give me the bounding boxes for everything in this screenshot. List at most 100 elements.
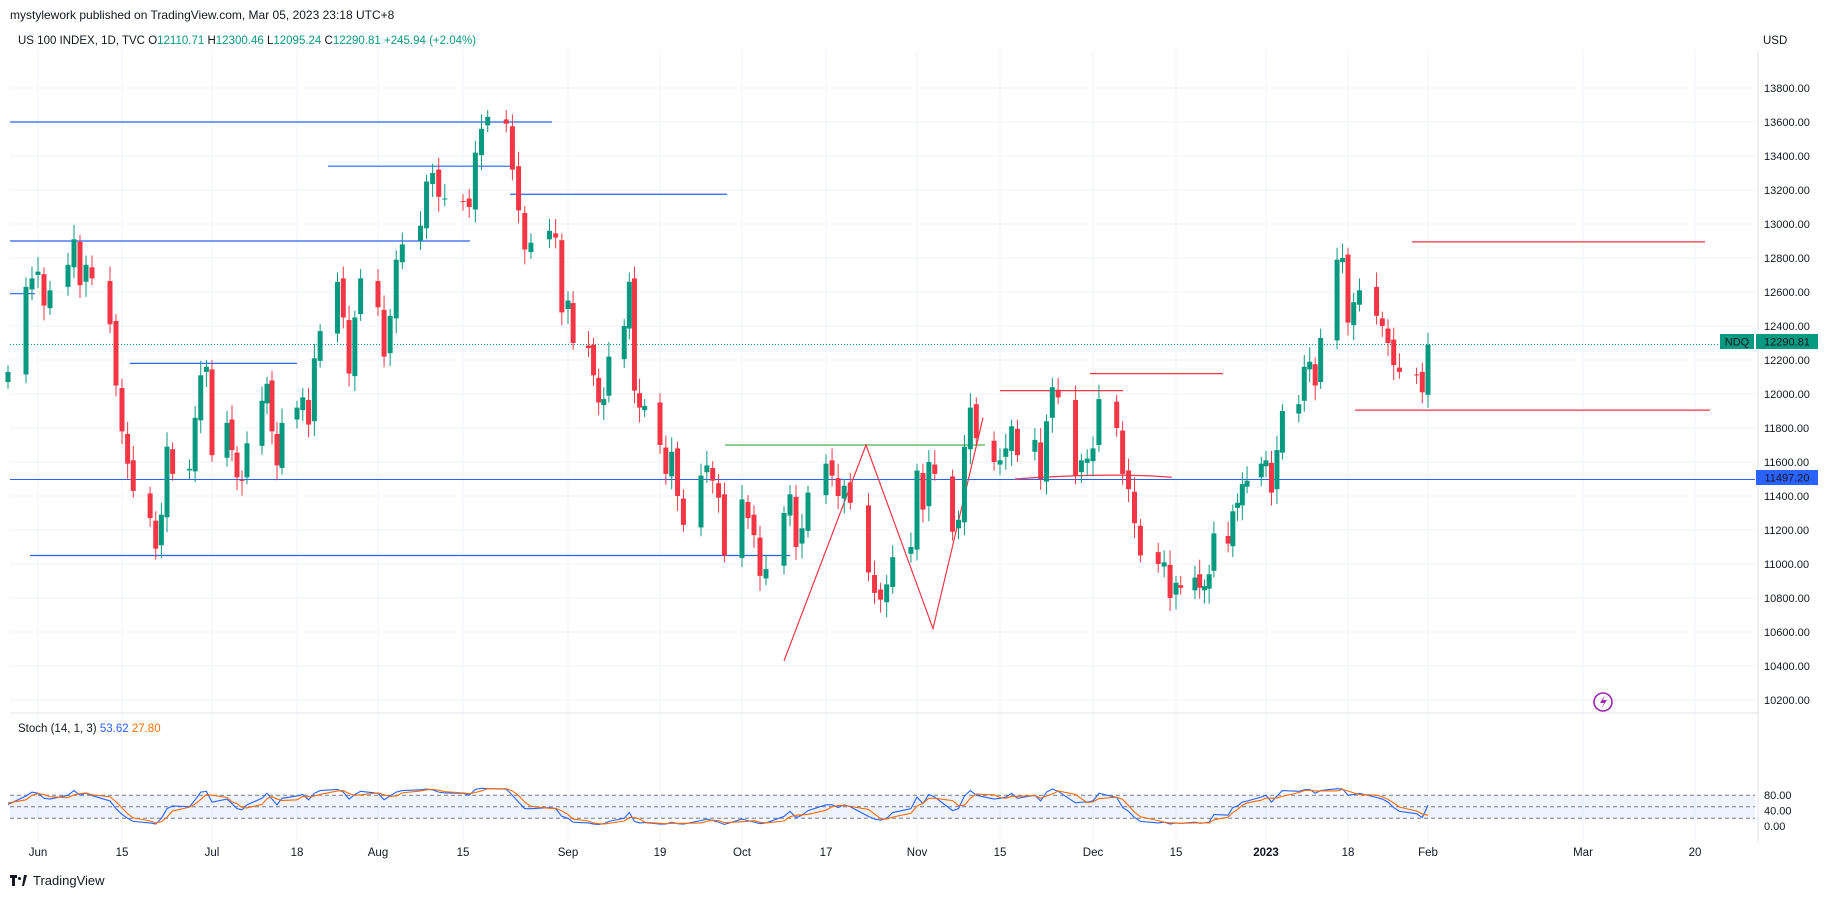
low-value: 12095.24 <box>273 35 322 47</box>
candle <box>1167 564 1173 598</box>
time-tick-label: 15 <box>116 847 129 859</box>
lightning-icon[interactable] <box>1593 692 1613 712</box>
candle <box>1096 399 1102 445</box>
low-label: L <box>266 35 274 47</box>
candle <box>1137 525 1143 556</box>
candle <box>198 375 204 421</box>
candle <box>872 575 878 593</box>
candle <box>1379 318 1385 326</box>
candle <box>878 589 884 600</box>
candle <box>522 212 528 250</box>
time-tick-label: Jul <box>205 847 220 859</box>
candle <box>657 402 663 445</box>
change-value: +245.94 (+2.04%) <box>384 35 477 47</box>
stoch-tick-label: 0.00 <box>1764 821 1785 833</box>
candle <box>704 465 710 473</box>
candle <box>244 443 250 478</box>
footer[interactable]: TradingView <box>10 873 105 888</box>
candle <box>83 264 89 282</box>
candle <box>1206 574 1212 589</box>
candle <box>1014 428 1020 456</box>
candle <box>1049 387 1055 418</box>
stoch-tick-label: 40.00 <box>1764 806 1792 818</box>
candle <box>716 483 722 498</box>
open-value: 12110.71 <box>157 35 205 47</box>
candle <box>187 468 192 471</box>
candle <box>1301 366 1307 401</box>
candle <box>147 493 153 519</box>
symbol-name: US 100 INDEX, 1D, TVC <box>18 35 145 47</box>
candle <box>1274 450 1280 490</box>
candle <box>89 267 95 279</box>
candle <box>1073 399 1079 476</box>
candle <box>751 514 757 536</box>
candle <box>1038 442 1044 479</box>
candle <box>387 315 393 354</box>
candle <box>460 201 466 203</box>
price-tick-label: 13600.00 <box>1764 117 1810 129</box>
candle <box>680 498 686 525</box>
support-curve <box>1014 474 1173 480</box>
candle <box>973 404 979 439</box>
candle <box>239 479 245 481</box>
price-tick-label: 12600.00 <box>1764 287 1810 299</box>
candle <box>1003 448 1009 457</box>
candle <box>1334 259 1340 341</box>
footer-brand: TradingView <box>33 873 105 888</box>
candle <box>119 388 125 432</box>
high-label: H <box>207 35 216 47</box>
candle <box>300 397 306 411</box>
candle <box>393 259 399 319</box>
candle <box>503 119 509 124</box>
candle <box>340 278 346 318</box>
candle <box>164 446 170 518</box>
time-tick-label: 19 <box>654 847 667 859</box>
candle <box>381 309 387 357</box>
price-tick-label: 11200.00 <box>1764 525 1809 537</box>
candle <box>436 169 442 197</box>
stoch-band-fill <box>10 795 1755 819</box>
candle <box>358 278 364 315</box>
candle <box>35 271 41 275</box>
candle <box>1178 585 1184 588</box>
candle <box>125 433 131 464</box>
candle <box>23 286 29 375</box>
candle <box>1414 374 1420 376</box>
candle <box>130 460 136 491</box>
candle <box>669 451 675 477</box>
candle <box>1197 574 1203 588</box>
price-tick-label: 12400.00 <box>1764 321 1810 333</box>
candle <box>1239 484 1245 506</box>
price-tick-label: 10600.00 <box>1764 627 1810 639</box>
candle <box>234 452 240 478</box>
time-axis: Jun 15 Jul 18 Aug 15 Sep 19 Oct 17 Nov 15 Dec 15 2023 1… <box>29 847 1702 859</box>
candles <box>5 110 1431 618</box>
candle <box>528 242 534 253</box>
candle <box>601 399 607 406</box>
candle <box>799 528 805 544</box>
price-tick-label: 13000.00 <box>1764 219 1810 231</box>
price-tick-label: 11600.00 <box>1764 457 1809 469</box>
ndq-badge-label: NDQ <box>1725 337 1750 349</box>
candle <box>1351 302 1357 326</box>
candle <box>675 448 681 496</box>
w-pattern-line <box>783 417 984 662</box>
time-tick-label: Jun <box>29 847 48 859</box>
candle <box>442 198 448 200</box>
candle <box>264 383 270 404</box>
candle <box>306 399 312 425</box>
time-tick-label: Mar <box>1573 847 1593 859</box>
candle <box>317 331 323 361</box>
candle <box>823 463 829 496</box>
time-tick-label: 20 <box>1689 847 1702 859</box>
candle <box>1258 463 1264 478</box>
candle <box>553 233 559 238</box>
candle <box>698 475 704 528</box>
candle <box>1374 286 1380 316</box>
candle <box>710 467 716 481</box>
publish-header: mystylework published on TradingView.com… <box>10 8 395 22</box>
price-axis: 10200.00 10400.00 10600.00 10800.00 11000.00… <box>1764 83 1810 707</box>
time-tick-label: Feb <box>1418 847 1438 859</box>
candle <box>621 326 627 360</box>
